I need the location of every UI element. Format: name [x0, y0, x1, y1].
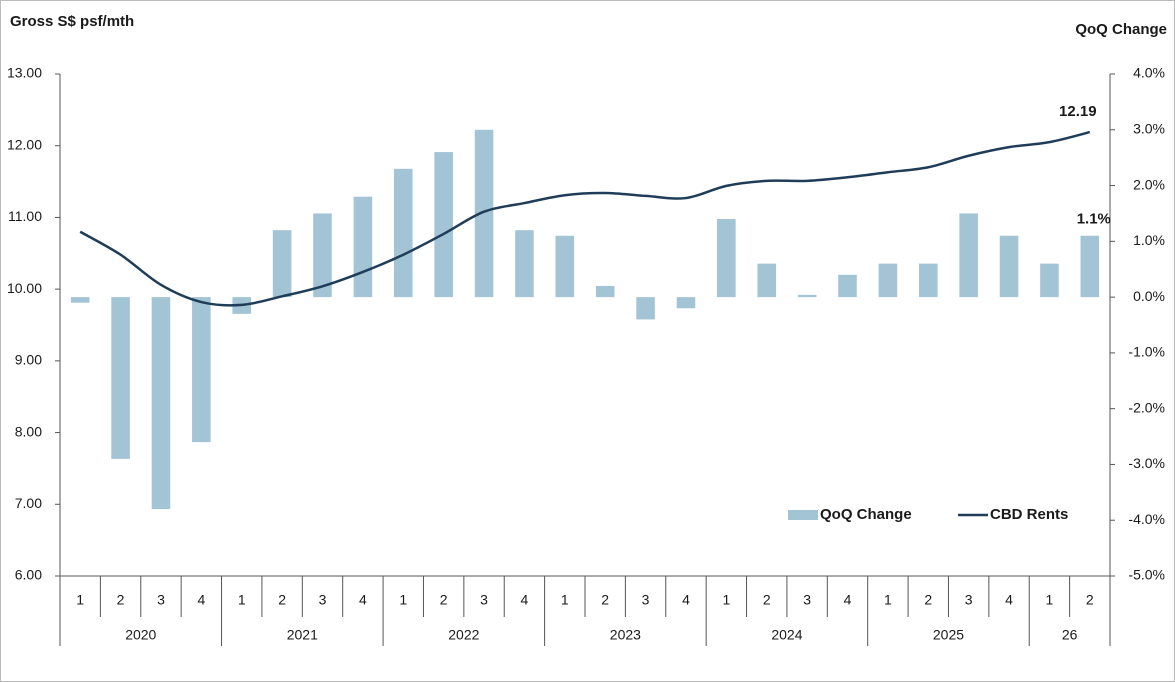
y-axis-title: Gross S$ psf/mth [10, 13, 134, 30]
bar [717, 219, 736, 298]
y2-tick-label: 2.0% [1133, 176, 1165, 192]
bar [555, 235, 575, 298]
x-tick-label: 1 [1046, 592, 1054, 608]
legend-swatch [788, 510, 818, 520]
bar [515, 230, 534, 298]
bar [918, 263, 938, 298]
y2-tick-label: -3.0% [1128, 455, 1165, 471]
x-tick-label: 4 [1005, 592, 1013, 608]
data-label: 12.19 [1059, 103, 1097, 120]
x-tick-label: 2 [601, 592, 609, 608]
bar [676, 297, 696, 309]
bar [595, 285, 615, 298]
bar [1040, 263, 1059, 298]
bar [1080, 235, 1100, 298]
y-tick-label: 12.00 [7, 136, 42, 152]
x-group-label: 26 [1062, 627, 1078, 643]
x-group-label: 2023 [610, 627, 641, 643]
x-tick-label: 2 [117, 592, 125, 608]
x-tick-label: 1 [884, 592, 892, 608]
y2-tick-label: -5.0% [1128, 567, 1165, 583]
y-tick-label: 7.00 [15, 495, 42, 511]
bar [838, 274, 857, 298]
x-tick-label: 1 [76, 592, 84, 608]
legend-label: QoQ Change [820, 506, 912, 523]
x-tick-label: 2 [763, 592, 771, 608]
x-tick-label: 3 [803, 592, 811, 608]
y-tick-label: 6.00 [15, 567, 42, 583]
bar [797, 294, 817, 298]
y2-tick-label: 3.0% [1133, 120, 1165, 136]
x-tick-label: 4 [197, 592, 205, 608]
bar [70, 297, 90, 303]
bar [636, 297, 655, 320]
x-group-label: 2022 [448, 627, 479, 643]
y2-tick-label: 4.0% [1133, 65, 1165, 81]
x-group-label: 2025 [933, 627, 964, 643]
y2-axis-title: QoQ Change [1075, 21, 1167, 38]
y-tick-label: 10.00 [7, 280, 42, 296]
x-group-label: 2020 [125, 627, 156, 643]
bar [878, 263, 898, 298]
x-tick-label: 2 [440, 592, 448, 608]
data-label: 1.1% [1077, 211, 1111, 228]
x-tick-label: 2 [924, 592, 932, 608]
y-tick-label: 13.00 [7, 65, 42, 81]
bar [111, 297, 130, 459]
y2-tick-label: -4.0% [1128, 511, 1165, 527]
bar [393, 168, 413, 298]
x-tick-label: 4 [682, 592, 690, 608]
x-tick-label: 3 [480, 592, 488, 608]
x-group-label: 2024 [771, 627, 802, 643]
x-tick-label: 3 [319, 592, 327, 608]
y2-tick-label: 1.0% [1133, 232, 1165, 248]
y-tick-label: 8.00 [15, 423, 42, 439]
x-tick-label: 4 [844, 592, 852, 608]
bar [959, 213, 978, 298]
bar [434, 152, 453, 298]
x-tick-label: 2 [1086, 592, 1094, 608]
bar [474, 129, 494, 298]
line [79, 130, 1091, 307]
y-tick-label: 11.00 [8, 208, 42, 224]
bar [151, 297, 171, 510]
bar [192, 297, 211, 443]
y2-tick-label: 0.0% [1133, 288, 1165, 304]
bar [757, 263, 777, 298]
y2-tick-label: -1.0% [1128, 344, 1165, 360]
x-tick-label: 4 [521, 592, 529, 608]
bar [999, 235, 1019, 298]
x-tick-label: 1 [722, 592, 730, 608]
y2-tick-label: -2.0% [1128, 399, 1165, 415]
bar [313, 213, 332, 298]
y-tick-label: 9.00 [15, 352, 42, 368]
x-tick-label: 1 [561, 592, 569, 608]
x-tick-label: 1 [238, 592, 246, 608]
x-tick-label: 3 [157, 592, 165, 608]
bar [353, 196, 373, 298]
x-tick-label: 3 [965, 592, 973, 608]
x-tick-label: 3 [642, 592, 650, 608]
x-tick-label: 4 [359, 592, 367, 608]
legend-label: CBD Rents [990, 506, 1068, 523]
x-group-label: 2021 [287, 627, 318, 643]
x-tick-label: 1 [399, 592, 407, 608]
x-tick-label: 2 [278, 592, 286, 608]
bar [272, 230, 292, 298]
